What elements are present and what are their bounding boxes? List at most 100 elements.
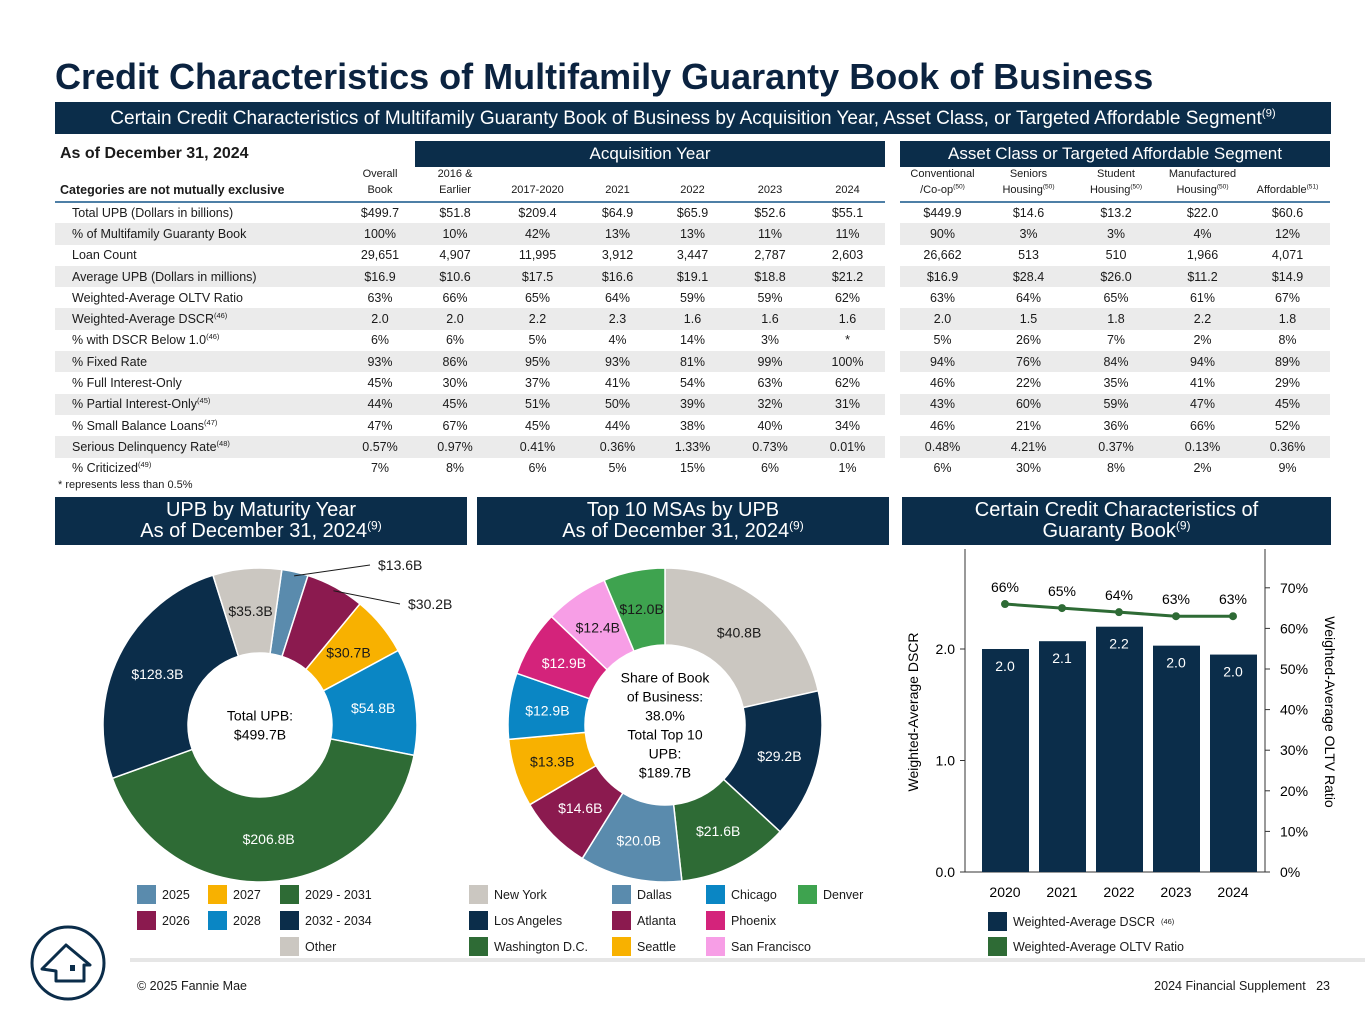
y2-tick-label: 70%: [1280, 580, 1308, 596]
y-tick-label: 2.0: [936, 641, 956, 657]
legend-swatch: [469, 937, 488, 956]
table-cell: 2.0: [345, 308, 415, 330]
table-cell: 59%: [1072, 393, 1160, 415]
column-header-line1: Overall: [362, 168, 398, 180]
column-header: Manufactured Housing(50): [1160, 166, 1245, 203]
table-cell: 4,907: [439, 248, 471, 263]
table-cell: $26.0: [1072, 265, 1160, 288]
table-cell: 0.36%: [580, 436, 655, 458]
table-cell: 44%: [345, 393, 415, 415]
table-cell: 100%: [810, 351, 885, 373]
column-header: Seniors Housing(50): [985, 166, 1072, 203]
table-cell: $499.7: [360, 206, 400, 221]
table-cell: 67%: [1274, 290, 1301, 305]
table-cell: 0.37%: [1072, 436, 1160, 458]
table-cell: $16.6: [580, 265, 655, 288]
x-tick-label: 2021: [1046, 884, 1077, 900]
table-cell: 5%: [528, 333, 547, 348]
row-label: Weighted-Average DSCR(46): [55, 308, 345, 330]
column-header: Student Housing(50): [1072, 166, 1160, 203]
legend-swatch: [612, 885, 631, 904]
legend-label: 2028: [233, 913, 261, 928]
table-cell: 11%: [730, 223, 810, 245]
column-header: 2023: [730, 166, 810, 203]
table-cell: 59%: [679, 290, 706, 305]
legend-label: Weighted-Average OLTV Ratio: [1013, 939, 1184, 954]
table-cell: 2.0: [900, 308, 985, 330]
msa-center-label: $189.7B: [639, 765, 691, 781]
legend-swatch: [280, 937, 299, 956]
msa-data-label: $12.9B: [525, 703, 569, 719]
table-cell: 44%: [604, 418, 631, 433]
table-cell: 99%: [730, 351, 810, 373]
dscr-bar: [982, 649, 1029, 872]
table-cell: 31%: [810, 393, 885, 415]
table-cell: 26%: [1015, 333, 1042, 348]
row-label-text: % Small Balance Loans: [72, 418, 205, 433]
maturity-section-header: UPB by Maturity Year As of December 31, 2…: [55, 497, 467, 545]
table-cell: 32%: [730, 393, 810, 415]
gap: [885, 308, 900, 330]
table-cell: 30%: [1015, 461, 1042, 476]
row-label: Weighted-Average OLTV Ratio: [55, 287, 345, 308]
table-cell: 10%: [415, 223, 495, 245]
table-cell: $51.8: [439, 206, 471, 221]
column-header: Conventional/Co-op(50): [900, 166, 985, 203]
table-cell: $22.0: [1186, 206, 1219, 221]
oltv-point: [1001, 600, 1009, 609]
x-tick-label: 2022: [1103, 884, 1134, 900]
fannie-mae-logo-icon: [30, 925, 106, 1001]
maturity-data-label: $13.6B: [378, 557, 422, 573]
legend-swatch: [798, 885, 817, 904]
dscr-bar-label: 2.1: [1052, 650, 1072, 666]
banner-footnote: (9): [1261, 107, 1276, 120]
table-cell: 37%: [524, 376, 551, 391]
page-title: Credit Characteristics of Multifamily Gu…: [55, 56, 1154, 97]
table-cell: 46%: [929, 418, 956, 433]
legend-swatch: [988, 912, 1007, 931]
table-cell: 38%: [679, 418, 706, 433]
table-cell: $11.2: [1160, 265, 1245, 288]
row-footnote: (47): [204, 417, 218, 427]
row-label-text: % Full Interest-Only: [72, 376, 182, 391]
y2-tick-label: 0%: [1280, 864, 1300, 880]
table-cell: 510: [1105, 248, 1127, 263]
table-cell: 45%: [524, 418, 551, 433]
y2-tick-label: 40%: [1280, 702, 1308, 718]
table-cell: 41%: [1189, 376, 1216, 391]
maturity-slice: [102, 574, 240, 780]
column-header-line2: Book: [367, 184, 393, 196]
table-cell: 2.2: [1160, 308, 1245, 330]
table-cell: 1.8: [1072, 308, 1160, 330]
table-cell: 4.21%: [985, 436, 1072, 458]
table-cell: 94%: [1160, 351, 1245, 373]
msa-legend-item: Los Angeles: [469, 911, 562, 930]
table-cell: 3,912: [601, 248, 634, 263]
table-cell: 0.01%: [810, 436, 885, 458]
column-footnote: (50): [1042, 183, 1055, 191]
oltv-data-label: 63%: [1219, 591, 1247, 607]
gap: [885, 265, 900, 288]
table-cell: 47%: [367, 418, 393, 433]
credit-footnote: (9): [1175, 518, 1191, 533]
table-cell: 1.33%: [655, 436, 730, 458]
oltv-data-label: 64%: [1105, 587, 1133, 603]
row-label: % Small Balance Loans(47): [55, 415, 345, 436]
table-cell: 0.97%: [415, 436, 495, 458]
row-label: Serious Delinquency Rate(48): [55, 436, 345, 458]
table-cell: 59%: [757, 290, 783, 305]
gap: [885, 166, 900, 202]
table-cell: 54%: [679, 376, 706, 391]
table-cell: 100%: [345, 223, 415, 245]
row-label: % with DSCR Below 1.0(46): [55, 330, 345, 351]
table-cell: 4%: [608, 333, 627, 348]
maturity-subtitle: As of December 31, 2024: [140, 520, 368, 542]
table-cell: 62%: [834, 376, 861, 391]
table-cell: 12%: [1245, 223, 1330, 245]
table-row: Average UPB (Dollars in millions) $16.9 $1…: [55, 265, 1330, 288]
corner-label: Categories are not mutually exclusive: [55, 166, 345, 203]
gap: [885, 393, 900, 415]
table-cell: 36%: [1103, 418, 1129, 433]
table-cell: 0.41%: [495, 436, 580, 458]
row-label-text: % Criticized: [72, 461, 138, 476]
